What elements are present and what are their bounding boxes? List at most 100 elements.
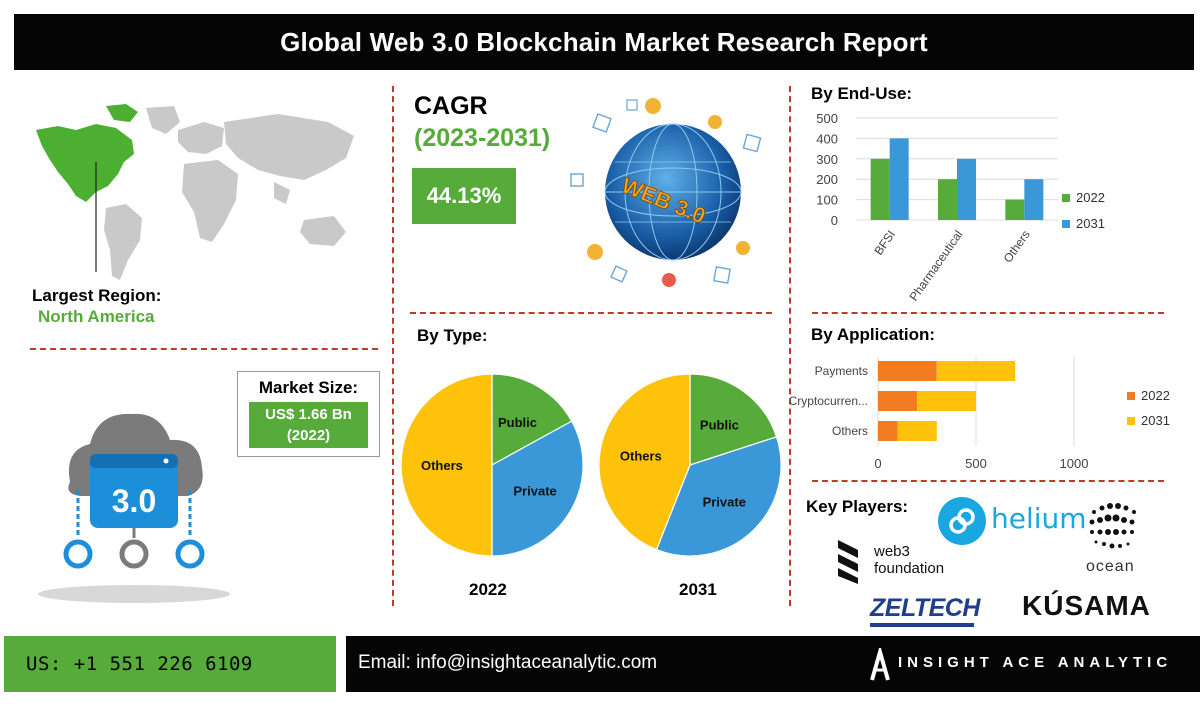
- zeltech-logo: ZELTECH: [868, 590, 980, 630]
- y-tick-label: 400: [816, 131, 838, 146]
- market-size-year: (2022): [286, 427, 331, 444]
- bar-2031-others: [1024, 179, 1044, 220]
- divider-right: [789, 86, 791, 606]
- largest-region-value: North America: [38, 307, 155, 326]
- pie-slice-public: [689, 373, 778, 466]
- cloud-icon-caption: 3.0: [112, 483, 156, 519]
- legend-label: 2031: [1141, 413, 1170, 428]
- pie-label-public: Public: [700, 418, 739, 433]
- by-application-title: By Application:: [811, 325, 936, 344]
- end-use-legend-2022: 2022: [1062, 190, 1105, 205]
- pie-slice-public: [491, 373, 573, 467]
- world-map-icon: [36, 104, 354, 280]
- pie-year-2031: 2031: [679, 580, 717, 599]
- bar-2031-bfsi: [889, 138, 909, 220]
- kusama-logo-text: KÚSAMA: [1022, 590, 1151, 621]
- x-tick-label: 500: [965, 456, 987, 471]
- footer-phone[interactable]: US: +1 551 226 6109: [26, 653, 253, 675]
- pie-year-2022: 2022: [469, 580, 507, 599]
- bar-2022-0: [878, 361, 937, 381]
- app-legend-2031: 2031: [1127, 413, 1170, 428]
- pie-label-others: Others: [620, 449, 662, 464]
- pie-label-private: Private: [703, 494, 746, 509]
- cagr-value: 44.13%: [426, 183, 502, 208]
- y-tick-label: 200: [816, 172, 838, 187]
- legend-label: 2022: [1141, 388, 1170, 403]
- divider-right-bottom: [812, 480, 1164, 482]
- y-tick-label: 500: [816, 111, 838, 126]
- bar-2022-bfsi: [870, 158, 890, 220]
- footer-phone-bar: US: +1 551 226 6109: [4, 636, 336, 692]
- end-use-bar-chart: 0 100 200 300 400 500 BFSI Pharmaceutical Others: [816, 111, 1058, 304]
- report-title: Global Web 3.0 Blockchain Market Researc…: [280, 26, 928, 57]
- pie-label-public: Public: [498, 415, 537, 430]
- helium-logo-text: helium: [991, 502, 1087, 535]
- x-category-label: Others: [1001, 228, 1033, 266]
- x-category-label: Pharmaceutical: [907, 228, 966, 304]
- divider-center-mid: [410, 312, 772, 314]
- bar-2031-1: [917, 391, 976, 411]
- cagr-period: (2023-2031): [414, 124, 551, 152]
- bar-2022-others: [1005, 199, 1025, 220]
- bar-2022-pharmaceutical: [938, 179, 957, 220]
- market-size-value: US$ 1.66 Bn: [265, 406, 352, 423]
- ocean-logo-icon: [1089, 503, 1136, 549]
- brand-logo-icon: [870, 648, 890, 681]
- app-legend-2022: 2022: [1127, 388, 1170, 403]
- largest-region-label: Largest Region:: [32, 286, 162, 305]
- bar-2031-2: [897, 421, 937, 441]
- legend-swatch: [1062, 193, 1070, 202]
- cloud-network-icon: 3.0: [38, 413, 230, 603]
- market-size-box: Market Size: US$ 1.66 Bn (2022): [237, 371, 380, 457]
- pie-label-others: Others: [421, 458, 463, 473]
- title-bar: Global Web 3.0 Blockchain Market Researc…: [14, 14, 1194, 70]
- pie-chart-2031: Public Private Others: [598, 373, 782, 557]
- divider-left: [392, 86, 394, 606]
- market-size-value-box: US$ 1.66 Bn (2022): [249, 402, 368, 448]
- legend-label: 2031: [1076, 216, 1105, 231]
- divider-left-mid: [30, 348, 378, 350]
- y-tick-label: 300: [816, 152, 838, 167]
- market-size-title: Market Size:: [258, 378, 359, 397]
- y-category-label: Others: [832, 424, 868, 438]
- application-bar-chart: 0 500 1000 Payments Cryptocurren... Others: [790, 356, 1089, 471]
- footer-brand: INSIGHT ACE ANALYTIC: [898, 654, 1173, 671]
- pie-slice-private: [655, 436, 782, 557]
- bar-2022-2: [878, 421, 898, 441]
- bar-2031-pharmaceutical: [957, 158, 976, 220]
- pie-slice-others: [598, 373, 691, 551]
- y-tick-label: 0: [831, 213, 838, 228]
- end-use-legend-2031: 2031: [1062, 216, 1105, 231]
- key-players-title: Key Players:: [806, 497, 909, 516]
- pie-slice-others: [400, 373, 493, 557]
- footer-bar: Email: info@insightaceanalytic.com INSIG…: [346, 636, 1200, 692]
- x-category-label: BFSI: [871, 228, 898, 258]
- divider-right-top: [812, 312, 1164, 314]
- cagr-title: CAGR: [414, 92, 488, 120]
- ocean-logo-text: ocean: [1086, 558, 1135, 575]
- web3-logo-text: web3: [874, 543, 910, 560]
- y-tick-label: 100: [816, 193, 838, 208]
- helium-logo-icon: [938, 497, 986, 545]
- x-tick-label: 1000: [1060, 456, 1089, 471]
- zeltech-logo-text: ZELTECH: [870, 594, 980, 622]
- legend-swatch: [1127, 391, 1135, 400]
- footer-email[interactable]: Email: info@insightaceanalytic.com: [358, 652, 658, 673]
- pie-chart-2022: Public Private Others: [400, 373, 584, 557]
- legend-swatch: [1127, 416, 1135, 425]
- legend-label: 2022: [1076, 190, 1105, 205]
- by-end-use-title: By End-Use:: [811, 84, 913, 103]
- by-type-title: By Type:: [417, 326, 488, 345]
- x-tick-label: 0: [874, 456, 881, 471]
- bar-2031-0: [936, 361, 1016, 381]
- foundation-logo-text: foundation: [874, 560, 945, 577]
- pie-slice-private: [491, 420, 584, 557]
- y-category-label: Cryptocurren...: [790, 394, 868, 408]
- cagr-value-box: 44.13%: [412, 168, 516, 224]
- pie-label-private: Private: [513, 483, 556, 498]
- y-category-label: Payments: [815, 364, 868, 378]
- web3-globe-icon: WEB 3.0: [570, 98, 762, 287]
- zeltech-logo-underline: [870, 623, 974, 627]
- bar-2022-1: [878, 391, 918, 411]
- legend-swatch: [1062, 219, 1070, 228]
